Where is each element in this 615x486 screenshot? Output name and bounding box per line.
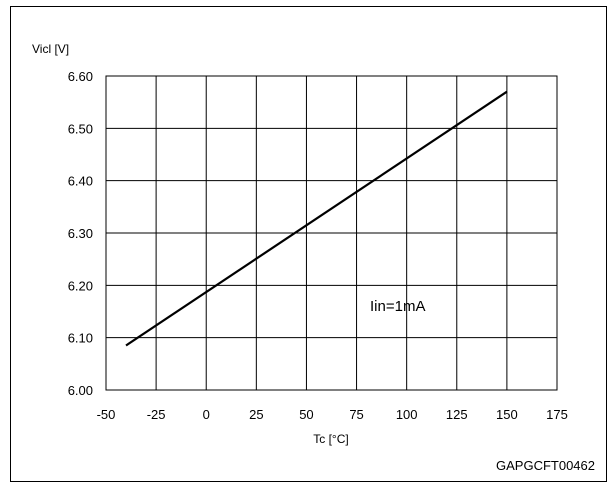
x-tick-label: 75 bbox=[349, 407, 363, 422]
y-tick-labels: 6.60 6.50 6.40 6.30 6.20 6.10 6.00 bbox=[68, 69, 93, 398]
x-tick-label: 0 bbox=[203, 407, 210, 422]
y-axis-label: Vicl [V] bbox=[32, 42, 69, 56]
grid bbox=[106, 76, 557, 390]
x-tick-label: 50 bbox=[299, 407, 313, 422]
chart-frame bbox=[10, 6, 607, 482]
figure-code: GAPGCFT00462 bbox=[496, 458, 595, 473]
x-tick-label: 175 bbox=[546, 407, 568, 422]
y-tick-label: 6.40 bbox=[68, 174, 93, 189]
condition-annotation: Iin=1mA bbox=[370, 298, 425, 315]
x-tick-label: -50 bbox=[97, 407, 116, 422]
x-tick-label: 100 bbox=[396, 407, 418, 422]
plot-area-border bbox=[105, 75, 558, 391]
y-tick-label: 6.30 bbox=[68, 226, 93, 241]
x-tick-label: 25 bbox=[249, 407, 263, 422]
y-tick-label: 6.50 bbox=[68, 121, 93, 136]
x-tick-label: 125 bbox=[446, 407, 468, 422]
y-tick-label: 6.60 bbox=[68, 69, 93, 84]
series-line bbox=[125, 90, 508, 347]
y-tick-label: 6.00 bbox=[68, 383, 93, 398]
x-tick-label: -25 bbox=[147, 407, 166, 422]
y-tick-label: 6.10 bbox=[68, 331, 93, 346]
series-group bbox=[125, 90, 508, 347]
x-tick-label: 150 bbox=[496, 407, 518, 422]
x-axis-label: Tc [°C] bbox=[313, 432, 348, 446]
x-tick-labels: -50 -25 0 25 50 75 100 125 150 175 bbox=[97, 407, 568, 422]
y-tick-label: 6.20 bbox=[68, 278, 93, 293]
